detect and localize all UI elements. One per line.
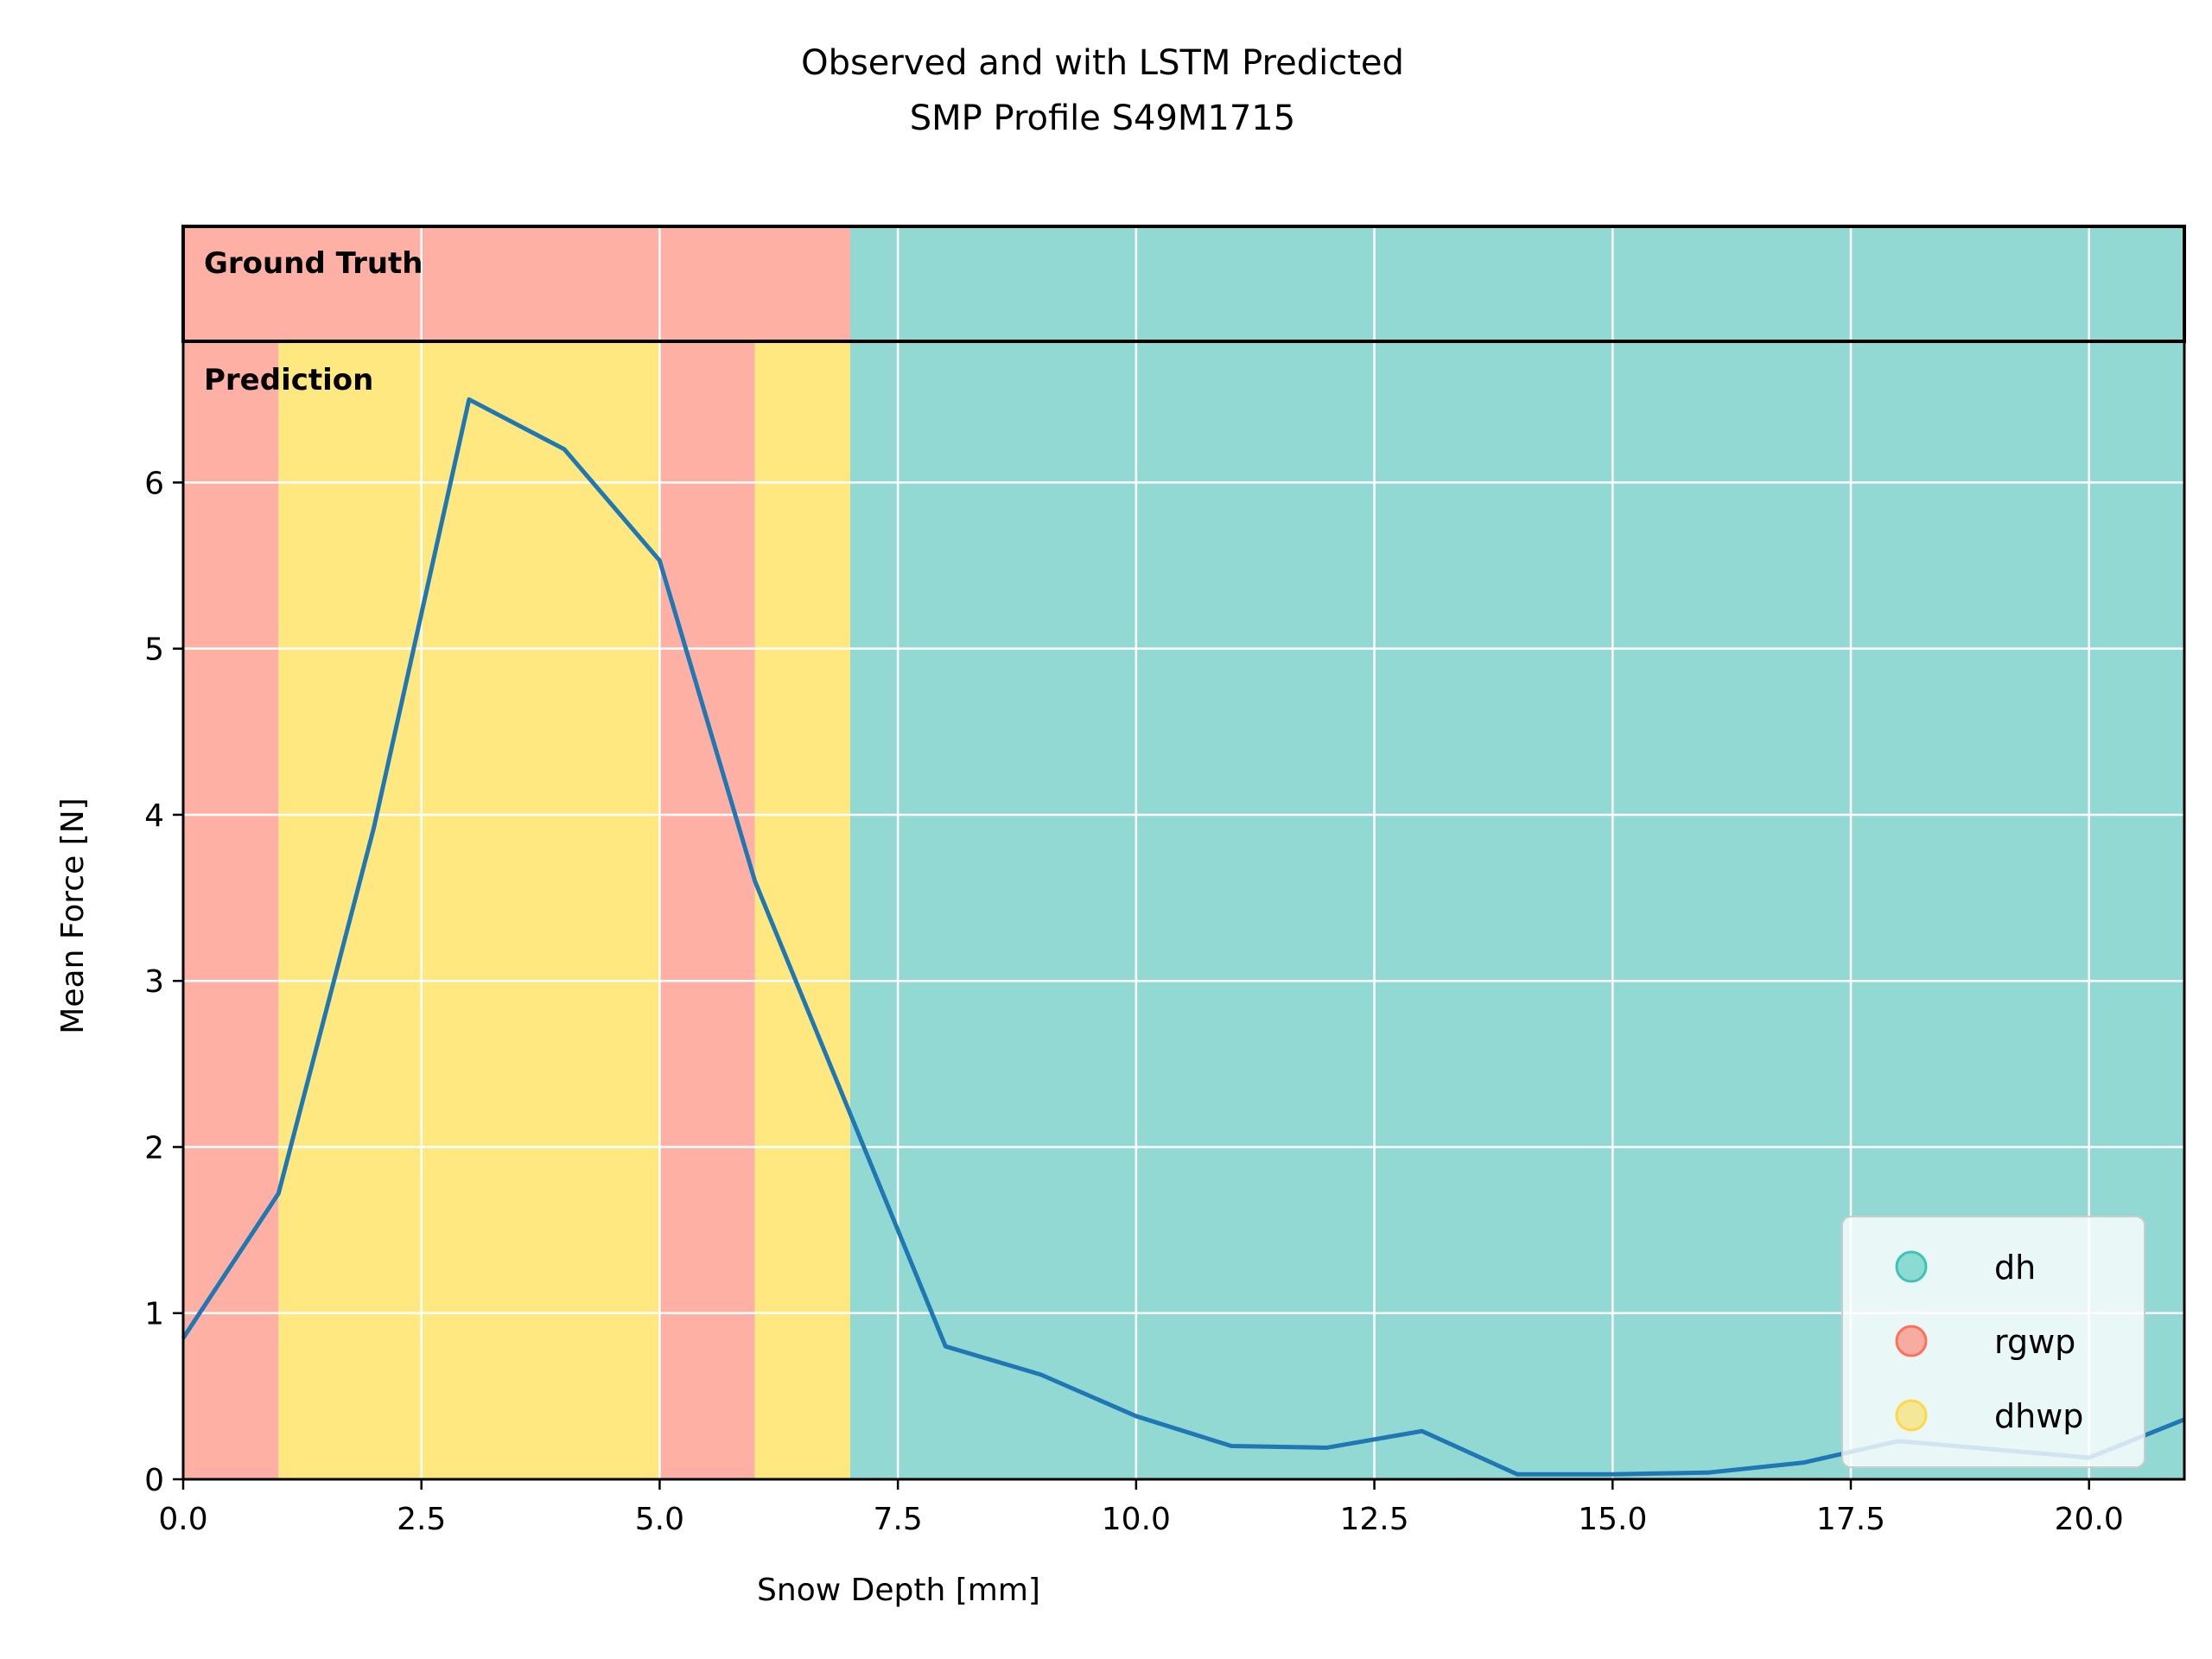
prediction-segment-rgwp xyxy=(183,341,279,1479)
ground-truth-label: Ground Truth xyxy=(204,246,423,281)
x-tick-label: 0.0 xyxy=(158,1502,207,1537)
legend-box xyxy=(1841,1216,2145,1468)
legend-label-dh: dh xyxy=(1994,1249,2036,1287)
y-tick-label: 1 xyxy=(144,1297,164,1332)
y-tick-label: 6 xyxy=(144,466,164,501)
class-segments xyxy=(183,226,2184,1479)
x-axis-label: Snow Depth [mm] xyxy=(757,1573,1040,1608)
y-axis-ticks: 0 1 2 3 4 5 6 xyxy=(144,466,183,1498)
y-tick-label: 3 xyxy=(144,964,164,1000)
x-axis-ticks: 0.0 2.5 5.0 7.5 10.0 12.5 15.0 17.5 20.0 xyxy=(158,1479,2124,1537)
x-tick-label: 2.5 xyxy=(397,1502,446,1537)
y-tick-label: 4 xyxy=(144,798,164,834)
legend-marker-rgwp xyxy=(1895,1325,1928,1357)
x-tick-label: 17.5 xyxy=(1816,1502,1885,1537)
chart-title-line-1: Observed and with LSTM Predicted xyxy=(801,43,1404,83)
ground-truth-segment-rgwp xyxy=(183,226,850,341)
x-tick-label: 15.0 xyxy=(1578,1502,1647,1537)
prediction-segment-rgwp xyxy=(659,341,755,1479)
prediction-label: Prediction xyxy=(204,363,373,397)
axes-frame xyxy=(181,225,2186,1481)
x-tick-label: 5.0 xyxy=(635,1502,684,1537)
y-tick-label: 0 xyxy=(144,1463,164,1498)
ground-truth-segment-dh xyxy=(850,226,2184,341)
y-tick-label: 2 xyxy=(144,1130,164,1166)
legend-marker-dhwp xyxy=(1895,1399,1928,1432)
legend-label-dhwp: dhwp xyxy=(1994,1397,2083,1435)
chart-title-line-2: SMP Profile S49M1715 xyxy=(910,99,1295,138)
y-tick-label: 5 xyxy=(144,632,164,668)
legend: dh rgwp dhwp xyxy=(1841,1216,2145,1468)
x-tick-label: 12.5 xyxy=(1339,1502,1408,1537)
y-axis-label: Mean Force [N] xyxy=(55,798,91,1033)
legend-label-rgwp: rgwp xyxy=(1994,1323,2075,1361)
prediction-segment-dhwp xyxy=(278,341,660,1479)
x-tick-label: 10.0 xyxy=(1102,1502,1171,1537)
x-tick-label: 20.0 xyxy=(2055,1502,2124,1537)
x-tick-label: 7.5 xyxy=(874,1502,923,1537)
prediction-segment-dhwp xyxy=(754,341,850,1479)
legend-marker-dh xyxy=(1895,1250,1928,1283)
